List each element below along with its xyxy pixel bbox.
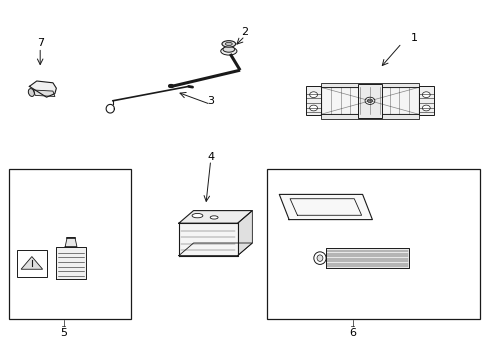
Polygon shape — [29, 81, 56, 97]
Polygon shape — [179, 223, 238, 256]
Ellipse shape — [192, 213, 203, 218]
Ellipse shape — [220, 47, 237, 55]
Ellipse shape — [222, 41, 236, 47]
Ellipse shape — [317, 255, 323, 261]
Ellipse shape — [314, 252, 326, 264]
Bar — [358, 84, 382, 118]
Bar — [306, 86, 321, 115]
Ellipse shape — [223, 46, 235, 52]
Bar — [419, 86, 434, 115]
Polygon shape — [33, 90, 55, 96]
Text: 2: 2 — [242, 27, 248, 37]
Circle shape — [310, 105, 318, 111]
Text: 4: 4 — [207, 152, 214, 162]
Polygon shape — [179, 243, 252, 256]
Polygon shape — [21, 257, 43, 269]
Circle shape — [422, 105, 430, 111]
Bar — [321, 114, 419, 119]
Circle shape — [368, 99, 372, 103]
Polygon shape — [65, 238, 77, 247]
Polygon shape — [279, 194, 372, 220]
Circle shape — [310, 92, 318, 98]
Text: 7: 7 — [37, 38, 44, 48]
Polygon shape — [179, 211, 252, 223]
Bar — [267, 169, 480, 319]
Ellipse shape — [225, 42, 232, 46]
Circle shape — [365, 97, 375, 104]
Bar — [17, 250, 47, 277]
Circle shape — [422, 92, 430, 98]
Text: 6: 6 — [349, 328, 356, 338]
Text: 3: 3 — [207, 96, 214, 106]
Ellipse shape — [28, 89, 34, 96]
Bar — [9, 169, 131, 319]
Polygon shape — [238, 211, 252, 256]
Ellipse shape — [210, 216, 218, 219]
Text: 1: 1 — [411, 33, 417, 43]
Text: 5: 5 — [60, 328, 67, 338]
Bar — [321, 83, 419, 87]
Bar — [321, 87, 419, 114]
Polygon shape — [326, 248, 409, 268]
Polygon shape — [56, 247, 86, 279]
